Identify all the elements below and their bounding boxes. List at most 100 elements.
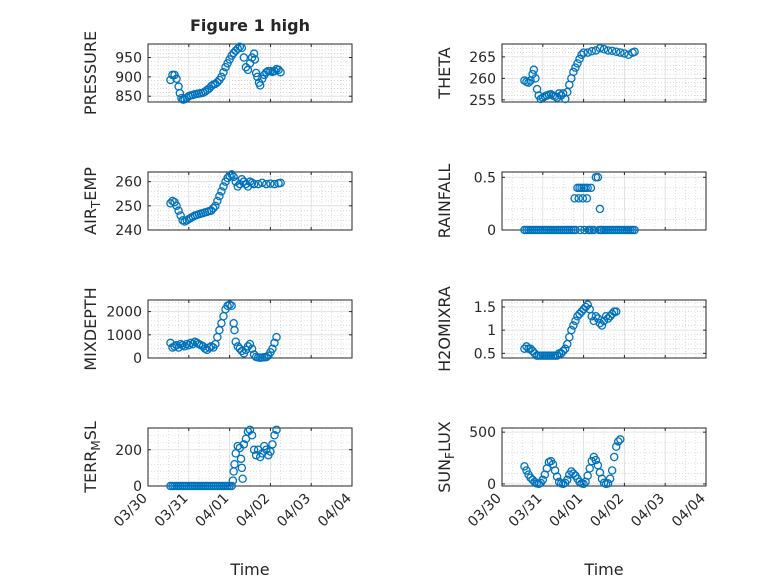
data-point — [247, 430, 257, 440]
data-point — [614, 437, 623, 446]
data-point — [591, 455, 601, 465]
y-tick-label: 260 — [469, 71, 496, 87]
data-point — [579, 48, 588, 57]
data-point — [237, 463, 247, 473]
data-point — [571, 316, 580, 326]
subplot-5: 0 1000 2000 MIXDEPTH — [81, 287, 353, 371]
data-point — [206, 206, 216, 215]
y-tick-label: 0 — [133, 479, 142, 495]
data-point — [270, 179, 279, 189]
data-point — [552, 472, 562, 481]
subplot-4: 0 0.5 RAINFALL — [435, 164, 707, 239]
data-point — [522, 342, 531, 351]
data-point — [567, 325, 576, 335]
data-point — [172, 201, 181, 211]
data-point — [251, 450, 261, 460]
data-point — [262, 352, 271, 362]
data-point — [217, 187, 226, 196]
data-point — [236, 454, 246, 464]
data-point — [560, 344, 570, 353]
data-point — [620, 49, 629, 58]
data-point — [578, 194, 588, 203]
data-point — [616, 48, 625, 57]
subplot-3: 240 250 260 AIRTEMP — [81, 167, 353, 239]
data-point — [554, 89, 564, 98]
data-point — [571, 63, 580, 72]
data-point — [571, 225, 580, 235]
data-point — [233, 441, 243, 451]
data-point — [554, 477, 564, 487]
y-tick-label: 200 — [115, 443, 142, 459]
data-point — [253, 179, 263, 189]
data-point — [228, 476, 238, 485]
data-point — [270, 430, 279, 440]
data-point — [172, 74, 181, 84]
data-point — [227, 170, 236, 179]
data-point — [237, 174, 247, 184]
data-point — [530, 477, 539, 487]
y-axis-label: H2OMIXRA — [435, 286, 454, 372]
data-point — [276, 178, 285, 188]
data-point — [531, 74, 540, 83]
data-point — [249, 179, 259, 189]
data-point — [247, 344, 257, 353]
subplot-6: 0.5 1 1.5 H2OMIXRA — [435, 286, 707, 372]
data-point — [237, 346, 247, 356]
y-axis-label: THETA — [435, 47, 454, 99]
data-point — [239, 53, 249, 62]
data-point — [563, 475, 572, 485]
data-point — [595, 318, 605, 328]
y-axis-label: AIRTEMP — [81, 167, 103, 235]
data-point — [599, 44, 609, 54]
data-point — [276, 67, 285, 77]
y-tick-label: 0 — [487, 223, 496, 239]
data-point — [219, 182, 228, 191]
data-point — [579, 479, 588, 489]
axes-box — [501, 299, 707, 359]
data-point — [174, 206, 183, 215]
y-tick-label: 1.5 — [474, 300, 496, 316]
data-point — [611, 307, 621, 316]
data-point — [180, 342, 189, 351]
y-tick-label: 900 — [115, 70, 142, 86]
data-point — [587, 456, 597, 466]
data-point — [546, 90, 556, 99]
data-point — [599, 316, 609, 326]
data-point — [209, 203, 218, 213]
data-point — [538, 475, 548, 485]
y-axis-label: MIXDEPTH — [81, 287, 100, 370]
y-tick-label: 1000 — [106, 328, 142, 344]
data-point — [607, 309, 617, 319]
data-point — [524, 78, 533, 87]
data-point — [229, 172, 238, 182]
data-point — [528, 69, 537, 79]
data-point — [587, 47, 597, 56]
data-point — [227, 481, 236, 491]
axes-box — [147, 43, 353, 103]
data-point — [595, 44, 605, 53]
subplot-1: 850 900 950 PRESSURE Figure 1 high — [81, 16, 353, 115]
data-point — [231, 337, 240, 347]
data-point — [176, 211, 185, 220]
y-axis-label: PRESSURE — [81, 31, 100, 115]
data-point — [595, 204, 605, 214]
data-point — [611, 47, 621, 56]
data-point — [583, 300, 592, 309]
data-point — [230, 325, 239, 335]
data-point — [266, 179, 275, 188]
data-point — [552, 351, 562, 360]
data-point — [215, 191, 224, 201]
data-point — [607, 46, 617, 56]
y-tick-label: 950 — [115, 51, 142, 67]
data-point — [213, 78, 222, 87]
data-point — [184, 340, 194, 350]
subplot-2: 255 260 265 THETA — [435, 43, 707, 109]
data-point — [249, 445, 259, 454]
data-point — [597, 321, 607, 330]
data-point — [574, 194, 583, 203]
y-tick-label: 0 — [133, 351, 142, 367]
data-point — [172, 340, 181, 350]
data-point — [597, 474, 607, 483]
data-point — [570, 194, 579, 203]
data-point — [239, 177, 249, 186]
